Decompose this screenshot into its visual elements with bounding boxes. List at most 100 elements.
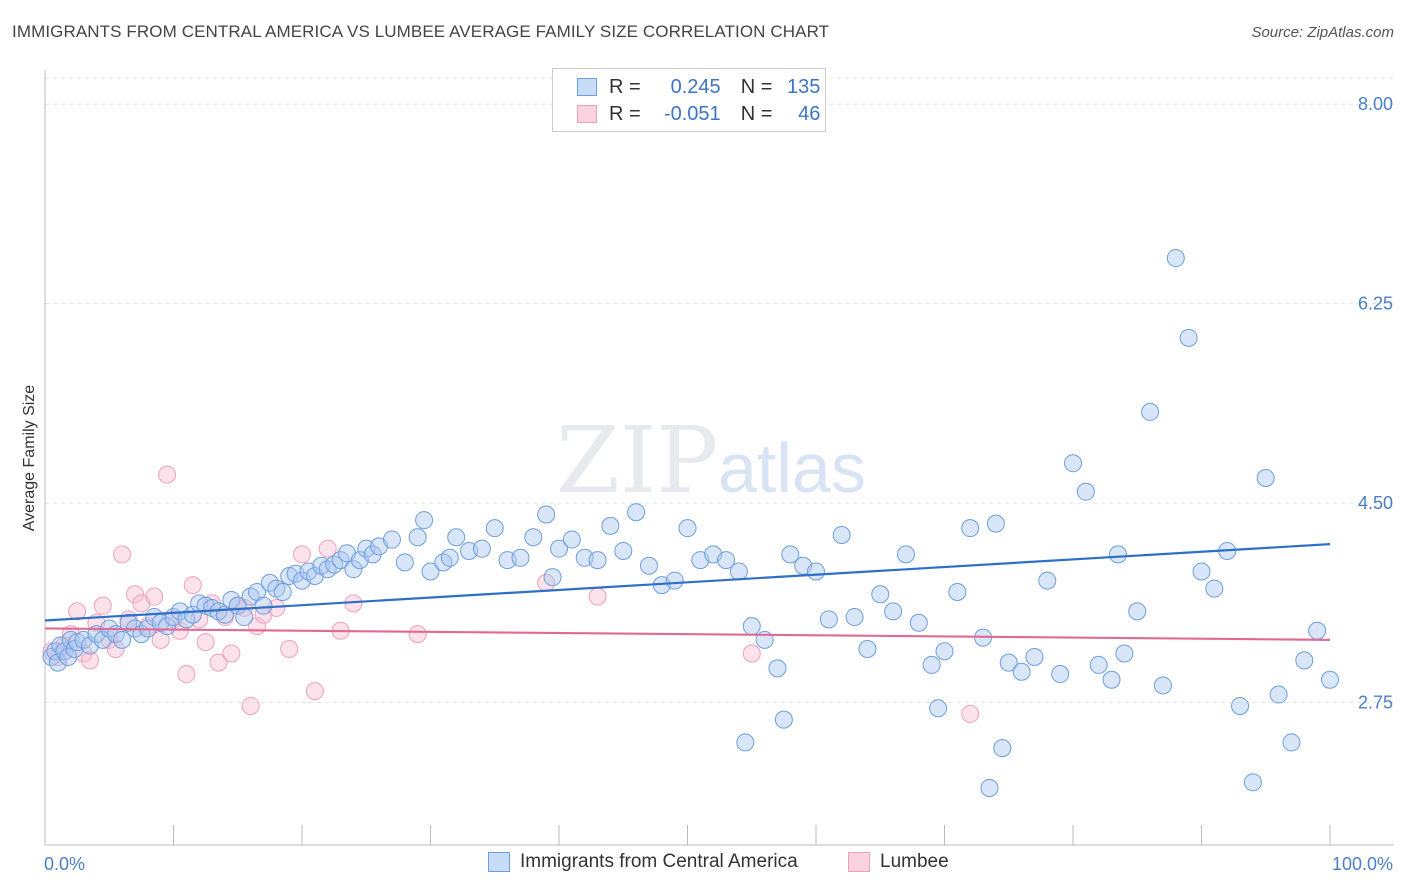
- legend-swatch-pink: [577, 105, 597, 123]
- central-america-point: [382, 530, 401, 549]
- central-america-point: [241, 587, 260, 606]
- central-america-point: [729, 562, 748, 581]
- source-credit: Source: ZipAtlas.com: [1251, 24, 1394, 41]
- legend-row-central-america: R = 0.245 N = 135: [577, 74, 820, 100]
- central-america-point: [1321, 670, 1339, 689]
- central-america-point: [1192, 562, 1211, 581]
- central-america-point: [922, 655, 941, 674]
- central-america-point: [415, 511, 434, 530]
- central-america-point: [807, 562, 825, 581]
- central-america-point: [819, 610, 838, 629]
- central-america-point: [627, 503, 646, 522]
- central-america-point: [543, 568, 562, 587]
- lumbee-point: [280, 639, 299, 658]
- legend-n-label: N =: [740, 75, 773, 98]
- central-america-point: [1038, 571, 1057, 590]
- x-tick-label-max: 100.0%: [1332, 854, 1393, 874]
- lumbee-point: [742, 644, 761, 663]
- central-america-point: [1179, 328, 1198, 347]
- central-america-trend-line: [44, 543, 1331, 622]
- legend-row-lumbee: R = -0.051 N = 46: [577, 101, 820, 127]
- legend-n-label: N =: [740, 102, 773, 125]
- lumbee-point: [113, 545, 132, 564]
- central-america-point: [395, 553, 414, 572]
- lumbee-point: [145, 587, 164, 606]
- central-america-point: [1128, 602, 1147, 621]
- central-america-point: [447, 528, 466, 547]
- central-america-point: [858, 639, 877, 658]
- central-america-point: [1012, 662, 1031, 681]
- central-america-point: [524, 528, 543, 547]
- central-america-point: [871, 585, 890, 604]
- correlation-legend: R = 0.245 N = 135 R = -0.051 N = 46: [552, 68, 826, 132]
- central-america-point: [1076, 482, 1095, 501]
- central-america-point: [774, 710, 793, 729]
- lumbee-point: [177, 665, 196, 684]
- central-america-point: [1141, 402, 1160, 421]
- lumbee-point: [93, 596, 112, 615]
- central-america-point: [344, 560, 363, 579]
- central-america-point: [999, 653, 1018, 672]
- central-america-point: [929, 699, 948, 718]
- central-america-point: [980, 779, 999, 798]
- legend-n-value: 46: [798, 102, 821, 125]
- legend-r-label: R =: [609, 75, 641, 98]
- watermark-zip: ZIP: [556, 407, 718, 514]
- lumbee-point: [241, 696, 260, 715]
- central-america-point: [562, 530, 581, 549]
- central-america-point: [961, 519, 980, 538]
- central-america-point: [1153, 676, 1172, 695]
- lumbee-point: [80, 651, 99, 670]
- central-america-point: [601, 516, 620, 535]
- central-america-point: [1231, 696, 1250, 715]
- series-label: Immigrants from Central America: [520, 851, 798, 872]
- series-swatch-pink: [848, 852, 870, 872]
- x-tick-label-min: 0.0%: [44, 854, 85, 874]
- central-america-point: [986, 514, 1005, 533]
- central-america-point: [421, 562, 440, 581]
- central-america-point: [177, 610, 196, 629]
- central-america-point: [678, 519, 697, 538]
- central-america-point: [742, 617, 761, 636]
- central-america-point: [781, 545, 800, 564]
- lumbee-trend-line: [44, 627, 1331, 641]
- series-legend-lumbee: Lumbee: [848, 851, 949, 873]
- legend-r-value: -0.051: [663, 102, 721, 125]
- central-america-point: [1308, 621, 1327, 640]
- central-america-point: [511, 548, 530, 567]
- central-america-point: [1243, 773, 1262, 792]
- lumbee-point: [158, 465, 177, 484]
- central-america-point: [935, 642, 954, 661]
- central-america-point: [1166, 249, 1185, 268]
- central-america-point: [1025, 647, 1044, 666]
- central-america-point: [1108, 545, 1127, 564]
- central-america-point: [434, 553, 453, 572]
- central-america-point: [717, 551, 736, 570]
- central-america-point: [325, 555, 344, 574]
- chart-title: IMMIGRANTS FROM CENTRAL AMERICA VS LUMBE…: [12, 22, 830, 41]
- y-axis-label: Average Family Size: [21, 385, 38, 532]
- central-america-point: [440, 548, 459, 567]
- central-america-point: [832, 526, 851, 544]
- central-america-point: [1115, 644, 1134, 663]
- central-america-point: [639, 556, 658, 575]
- central-america-point: [1295, 651, 1314, 670]
- central-america-point: [948, 582, 967, 601]
- lumbee-point: [318, 539, 337, 558]
- central-america-point: [1089, 655, 1108, 674]
- lumbee-point: [196, 633, 215, 652]
- lumbee-point: [68, 602, 87, 621]
- lumbee-point: [183, 576, 202, 595]
- central-america-point: [588, 551, 607, 570]
- y-tick-label: 2.75: [1358, 693, 1393, 713]
- central-america-point: [736, 733, 755, 752]
- legend-swatch-blue: [577, 78, 597, 96]
- lumbee-point: [125, 585, 144, 604]
- lumbee-point: [293, 545, 311, 564]
- legend-n-value: 135: [787, 75, 821, 98]
- y-tick-label: 8.00: [1358, 94, 1393, 114]
- legend-r-value: 0.245: [670, 75, 721, 98]
- lumbee-point: [961, 704, 980, 723]
- lumbee-point: [222, 644, 241, 663]
